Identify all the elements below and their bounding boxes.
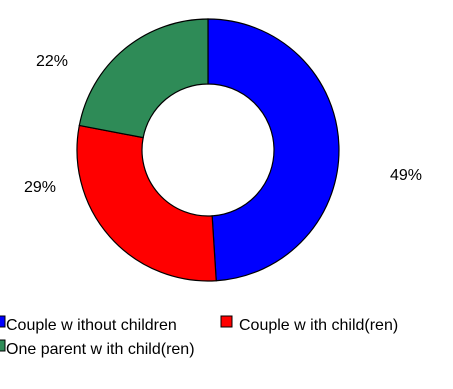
percentage-labels: 49% 29% 22%: [24, 53, 422, 196]
legend: Couple w ithout children Couple w ith chi…: [0, 315, 398, 358]
legend-swatch: [220, 315, 233, 328]
slice-percentage-label: 49%: [390, 167, 422, 184]
donut-slices: [76, 18, 340, 282]
donut-slice-1: [207, 18, 340, 282]
legend-item: One parent w ith child(ren): [0, 339, 195, 358]
donut-slice-3: [78, 18, 209, 139]
legend-item: Couple w ith child(ren): [220, 315, 398, 334]
legend-swatch: [0, 339, 6, 352]
slice-percentage-label: 29%: [24, 179, 56, 196]
legend-label: One parent w ith child(ren): [6, 341, 195, 358]
legend-item: Couple w ithout children: [0, 315, 177, 334]
legend-label: Couple w ith child(ren): [239, 317, 398, 334]
slice-percentage-label: 22%: [36, 53, 68, 70]
legend-swatch: [0, 315, 6, 328]
donut-slice-2: [76, 124, 217, 282]
legend-label: Couple w ithout children: [6, 317, 177, 334]
